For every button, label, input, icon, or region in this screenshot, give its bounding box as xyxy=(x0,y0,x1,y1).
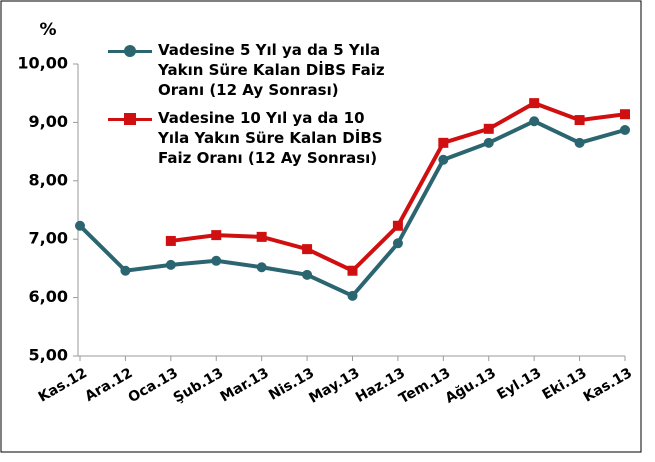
x-tick-label: Mar.13 xyxy=(218,365,272,405)
y-axis-unit: % xyxy=(39,20,56,40)
point xyxy=(256,262,267,273)
point xyxy=(620,109,630,120)
point xyxy=(165,259,176,270)
legend-label: Vadesine 10 Yıl ya da 10 Yıla Yakın Süre… xyxy=(158,109,383,167)
point xyxy=(211,230,222,241)
point xyxy=(483,123,494,134)
legend: Vadesine 5 Yıl ya da 5 Yıla Yakın Süre K… xyxy=(108,40,393,176)
y-tick-label: 8,00 xyxy=(29,170,68,189)
x-tick-label: Tem.13 xyxy=(396,365,453,407)
point xyxy=(302,244,313,255)
x-tick-label: Kas.13 xyxy=(581,365,635,406)
point xyxy=(438,137,449,148)
y-tick-label: 6,00 xyxy=(29,287,68,306)
x-tick-label: Ara.12 xyxy=(82,365,135,405)
point xyxy=(347,290,358,301)
point xyxy=(256,231,267,242)
x-tick-label: Eki.13 xyxy=(540,365,590,403)
point xyxy=(483,137,494,148)
legend-label: Vadesine 5 Yıl ya da 5 Yıla Yakın Süre K… xyxy=(158,41,385,99)
legend-marker xyxy=(124,113,136,125)
point xyxy=(574,137,585,148)
y-tick-label: 7,00 xyxy=(29,229,68,248)
point xyxy=(302,269,313,280)
y-tick-label: 9,00 xyxy=(29,112,68,131)
point xyxy=(392,220,403,231)
point xyxy=(165,235,176,246)
point xyxy=(529,98,540,109)
x-tick-label: May.13 xyxy=(306,365,362,407)
legend-item: Vadesine 5 Yıl ya da 5 Yıla Yakın Süre K… xyxy=(108,40,393,100)
legend-swatch xyxy=(108,113,152,125)
x-tick-label: Kas.12 xyxy=(36,365,90,406)
point xyxy=(392,238,403,249)
point xyxy=(347,265,358,276)
legend-swatch xyxy=(108,45,152,57)
point xyxy=(120,265,131,276)
legend-item: Vadesine 10 Yıl ya da 10 Yıla Yakın Süre… xyxy=(108,108,393,168)
point xyxy=(620,124,630,135)
y-tick-label: 10,00 xyxy=(17,54,68,73)
point xyxy=(438,154,449,165)
point xyxy=(75,220,85,231)
x-tick-label: Şub.13 xyxy=(171,365,227,406)
y-tick-label: 5,00 xyxy=(29,346,68,365)
frame xyxy=(0,0,642,453)
legend-marker xyxy=(124,45,136,57)
x-tick-label: Eyl.13 xyxy=(494,365,544,403)
x-tick-label: Oca.13 xyxy=(126,365,181,406)
x-tick-label: Ağu.13 xyxy=(443,365,499,407)
point xyxy=(211,255,222,266)
point xyxy=(529,116,540,127)
point xyxy=(574,115,585,126)
